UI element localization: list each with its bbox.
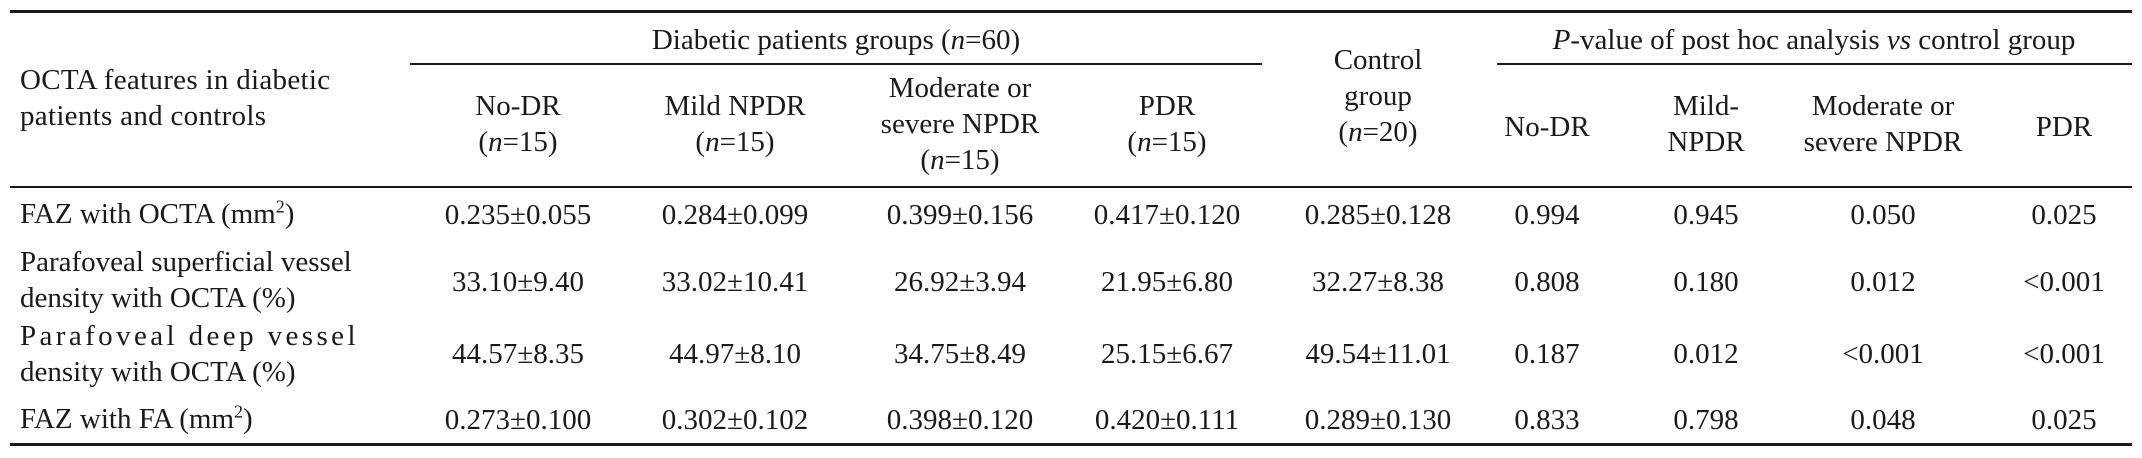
table-cell: 0.235±0.055 bbox=[444, 199, 592, 231]
table-cell: 0.798 bbox=[1673, 404, 1739, 436]
top-rule bbox=[10, 10, 2132, 13]
table-cell: 0.417±0.120 bbox=[1093, 199, 1241, 231]
table-cell: 0.180 bbox=[1673, 266, 1739, 298]
table-cell: 0.187 bbox=[1514, 338, 1580, 370]
table-cell: 0.289±0.130 bbox=[1304, 404, 1452, 436]
table-cell: 0.808 bbox=[1514, 266, 1580, 298]
table-cell: 0.012 bbox=[1850, 266, 1916, 298]
table-cell: 0.994 bbox=[1514, 199, 1580, 231]
posthoc-group-rule bbox=[1497, 63, 2132, 65]
group-header-pdr: PDR (n=15) bbox=[1127, 90, 1207, 158]
posthoc-header-no-dr: No-DR bbox=[1504, 111, 1590, 143]
table-cell: 0.048 bbox=[1850, 404, 1916, 436]
header-bottom-rule bbox=[10, 186, 2132, 188]
control-group-header: Control group (n=20) bbox=[1333, 44, 1423, 148]
diabetic-groups-header: Diabetic patients groups (n=60) bbox=[651, 24, 1021, 56]
stub-header-line1: OCTA features in diabetic bbox=[20, 64, 331, 96]
table-cell: 0.012 bbox=[1673, 338, 1739, 370]
group-header-moderate-npdr: Moderate or severe NPDR (n=15) bbox=[880, 72, 1040, 176]
table-cell: 44.97±8.10 bbox=[669, 338, 801, 370]
table-cell: 0.399±0.156 bbox=[886, 199, 1034, 231]
row-label-superficial-density: Parafoveal superficial vessel density wi… bbox=[20, 246, 352, 314]
row-label-deep-density: Parafoveal deep vessel density with OCTA… bbox=[20, 320, 359, 388]
table-cell: 0.420±0.111 bbox=[1094, 404, 1240, 436]
table-cell: 25.15±6.67 bbox=[1101, 338, 1233, 370]
table-cell: <0.001 bbox=[2023, 338, 2105, 370]
table-cell: 21.95±6.80 bbox=[1101, 266, 1233, 298]
table-cell: 32.27±8.38 bbox=[1312, 266, 1444, 298]
diabetic-group-rule bbox=[410, 63, 1262, 65]
table-cell: 0.945 bbox=[1673, 199, 1739, 231]
table-cell: 0.284±0.099 bbox=[661, 199, 809, 231]
table-cell: 0.025 bbox=[2031, 404, 2097, 436]
table-cell: 0.050 bbox=[1850, 199, 1916, 231]
table-cell: 0.398±0.120 bbox=[886, 404, 1034, 436]
table-cell: 0.833 bbox=[1514, 404, 1580, 436]
row-label-faz-fa: FAZ with FA (mm2) bbox=[20, 401, 253, 435]
pvalue-header: P-value of post hoc analysis vs control … bbox=[1552, 24, 2076, 56]
row-label-faz-octa: FAZ with OCTA (mm2) bbox=[20, 196, 295, 230]
table-cell: 33.10±9.40 bbox=[452, 266, 584, 298]
posthoc-header-moderate-npdr: Moderate or severe NPDR bbox=[1803, 90, 1963, 158]
stub-header: OCTA features in diabetic patients and c… bbox=[20, 62, 330, 134]
table-cell: 49.54±11.01 bbox=[1305, 338, 1451, 370]
table-cell: <0.001 bbox=[2023, 266, 2105, 298]
table-cell: 0.025 bbox=[2031, 199, 2097, 231]
bottom-rule bbox=[10, 443, 2132, 446]
table-cell: 33.02±10.41 bbox=[661, 266, 809, 298]
table-cell: 34.75±8.49 bbox=[894, 338, 1026, 370]
posthoc-header-pdr: PDR bbox=[2035, 111, 2093, 143]
table-cell: <0.001 bbox=[1842, 338, 1924, 370]
stub-header-line2: patients and controls bbox=[20, 100, 267, 132]
posthoc-header-mild-npdr: Mild- NPDR bbox=[1667, 90, 1745, 158]
table-cell: 26.92±3.94 bbox=[894, 266, 1026, 298]
group-header-no-dr: No-DR (n=15) bbox=[475, 90, 561, 158]
table-cell: 44.57±8.35 bbox=[452, 338, 584, 370]
group-header-mild-npdr: Mild NPDR (n=15) bbox=[664, 90, 806, 158]
table-cell: 0.273±0.100 bbox=[444, 404, 592, 436]
table-cell: 0.285±0.128 bbox=[1304, 199, 1452, 231]
table-cell: 0.302±0.102 bbox=[661, 404, 809, 436]
